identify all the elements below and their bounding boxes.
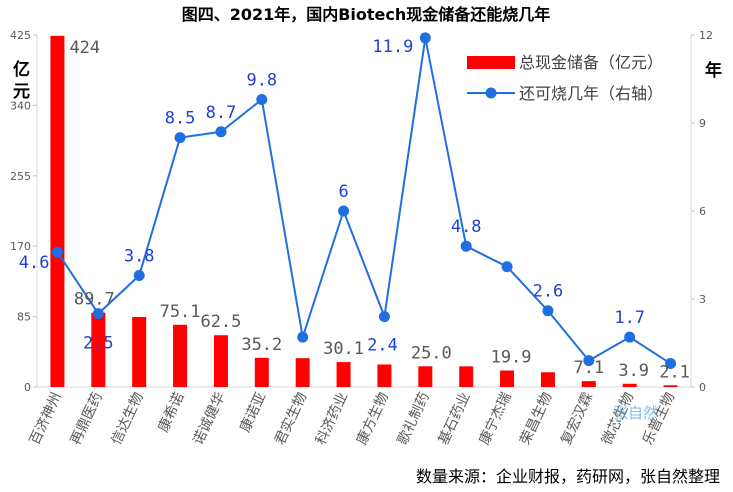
line-data-label: 8.5 bbox=[165, 109, 196, 129]
source-note: 数量来源：企业财报，药研网，张自然整理 bbox=[416, 467, 720, 486]
line-point bbox=[624, 331, 636, 343]
line-point bbox=[501, 261, 513, 273]
x-tick-label: 基石药业 bbox=[435, 390, 474, 448]
bar-data-label: 424 bbox=[69, 38, 100, 58]
bar bbox=[418, 366, 433, 387]
bar bbox=[91, 312, 106, 387]
right-tick-label: 6 bbox=[699, 205, 706, 218]
line-point bbox=[215, 126, 227, 138]
bar bbox=[622, 383, 637, 387]
line-data-label: 8.7 bbox=[206, 103, 237, 123]
legend-bar-swatch bbox=[467, 56, 515, 69]
left-tick-label: 340 bbox=[10, 99, 31, 112]
bar bbox=[581, 381, 596, 387]
x-tick-label: 君实生物 bbox=[272, 390, 310, 448]
left-axis-title: 亿元 bbox=[13, 59, 30, 102]
line-point bbox=[665, 358, 677, 370]
right-tick-label: 3 bbox=[699, 293, 706, 306]
left-axis-title-char: 元 bbox=[13, 82, 30, 102]
watermark: 张自然 bbox=[613, 404, 658, 422]
line-point bbox=[338, 205, 350, 217]
right-tick-label: 9 bbox=[699, 117, 706, 130]
line-data-label: 4.6 bbox=[19, 253, 50, 273]
bar-data-label: 35.2 bbox=[241, 335, 282, 355]
line-data-label: 2.5 bbox=[83, 334, 114, 354]
x-tick-label: 百济神州 bbox=[27, 390, 65, 448]
left-tick-label: 425 bbox=[10, 29, 31, 42]
bar-data-label: 3.9 bbox=[618, 361, 649, 381]
line-data-label: 2.4 bbox=[367, 336, 398, 356]
x-tick-label: 歌礼制药 bbox=[395, 390, 433, 448]
bar-data-label: 62.5 bbox=[200, 312, 241, 332]
line-point bbox=[92, 308, 104, 320]
line-series bbox=[56, 37, 672, 365]
bar bbox=[254, 357, 269, 387]
bar bbox=[173, 324, 188, 387]
left-tick-label: 0 bbox=[24, 381, 31, 394]
x-tick-label: 诺诚健华 bbox=[190, 390, 228, 448]
bar bbox=[459, 366, 474, 387]
legend-line-marker bbox=[485, 87, 497, 99]
bar-data-label: 19.9 bbox=[491, 348, 532, 368]
x-tick-label: 康宁杰瑞 bbox=[476, 390, 515, 448]
line-point bbox=[51, 246, 63, 258]
x-tick-label: 信达生物 bbox=[109, 390, 147, 448]
line-point bbox=[133, 270, 145, 282]
left-tick-label: 255 bbox=[10, 170, 31, 183]
right-tick-label: 12 bbox=[699, 29, 713, 42]
x-tick-label: 康希诺 bbox=[155, 390, 188, 435]
bar bbox=[132, 317, 147, 387]
bar bbox=[213, 335, 228, 387]
bar bbox=[540, 372, 555, 387]
left-axis-title-char: 亿 bbox=[13, 59, 30, 80]
line-data-label: 11.9 bbox=[372, 37, 413, 57]
bar bbox=[663, 385, 678, 387]
line-data-label: 3.8 bbox=[124, 247, 155, 267]
line-point bbox=[378, 311, 390, 323]
line-point bbox=[174, 132, 186, 144]
line-point bbox=[297, 331, 309, 343]
legend-bar-label: 总现金储备（亿元） bbox=[519, 53, 663, 72]
bar-data-label: 7.1 bbox=[573, 358, 604, 378]
bar-data-label: 25.0 bbox=[411, 343, 452, 363]
x-tick-label: 荣昌生物 bbox=[517, 390, 555, 448]
bar bbox=[336, 362, 351, 387]
bar-data-label: 2.1 bbox=[659, 362, 690, 382]
right-axis-title: 年 bbox=[705, 60, 722, 81]
bar-data-label: 89.7 bbox=[74, 290, 115, 310]
left-tick-label: 170 bbox=[10, 240, 31, 253]
chart-title: 图四、2021年，国内Biotech现金储备还能烧几年 bbox=[182, 5, 551, 24]
x-tick-label: 科济药业 bbox=[313, 390, 351, 448]
legend-line-label: 还可烧几年（右轴） bbox=[519, 84, 663, 103]
line-point bbox=[256, 94, 268, 106]
bar bbox=[295, 358, 310, 387]
line-point bbox=[542, 305, 554, 317]
bar bbox=[500, 370, 515, 387]
line-data-label: 1.7 bbox=[614, 308, 645, 328]
left-tick-label: 85 bbox=[17, 311, 31, 324]
line-data-label: 4.8 bbox=[451, 217, 482, 237]
line-point bbox=[419, 32, 431, 44]
bar bbox=[50, 35, 65, 387]
x-tick-label: 复宏汉霖 bbox=[557, 390, 596, 448]
x-tick-label: 再鼎医药 bbox=[68, 390, 106, 448]
x-tick-label: 康诺亚 bbox=[236, 390, 269, 435]
right-tick-label: 0 bbox=[699, 381, 706, 394]
x-tick-label: 康方生物 bbox=[353, 390, 392, 448]
line-point bbox=[460, 240, 472, 252]
line-data-label: 2.6 bbox=[533, 282, 564, 302]
line-data-label: 6 bbox=[338, 182, 348, 202]
bar-data-label: 30.1 bbox=[323, 339, 364, 359]
legend: 总现金储备（亿元） 还可烧几年（右轴） bbox=[467, 53, 663, 103]
line-point bbox=[583, 355, 595, 367]
line-data-label: 9.8 bbox=[246, 71, 277, 91]
bar-data-label: 75.1 bbox=[160, 302, 201, 322]
bar bbox=[377, 364, 392, 387]
